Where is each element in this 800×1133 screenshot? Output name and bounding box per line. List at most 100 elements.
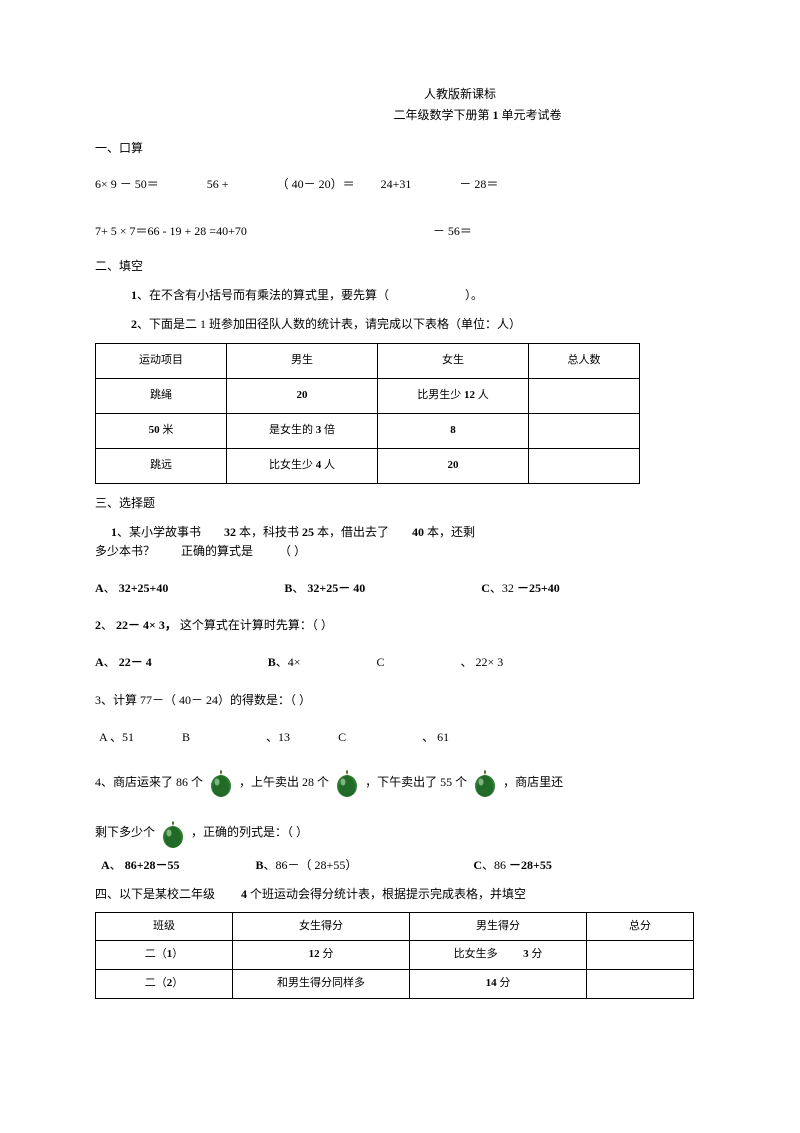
s3q2Bb: 、4×: [276, 655, 301, 669]
t1r1c2: 20: [227, 378, 378, 413]
title-line-2: 二年级数学下册第 1 单元考试卷: [250, 106, 705, 125]
s3-q3-options: A 、51 B 、13 C 、 61: [95, 728, 705, 747]
s3q4Cc: －28+55: [509, 858, 552, 872]
s3q1Cc: －25+40: [517, 581, 560, 595]
s3q3Cc: 61: [437, 730, 449, 744]
s2-q1: 1、在不含有小括号而有乘法的算式里，要先算（ ）。: [131, 286, 705, 305]
watermelon-icon: [334, 769, 360, 797]
s3q4l: ，正确的列式是：（ ）: [191, 825, 308, 839]
s3-q1-line1: 1、某小学故事书 32 本，科技书 25 本，借出去了 40 本，还剩: [111, 523, 705, 542]
s3q2Ba: B: [268, 655, 276, 669]
watermelon-icon: [160, 820, 186, 848]
s3q1Bc: 32+25－ 40: [307, 581, 365, 595]
t1-h3: 女生: [378, 343, 529, 378]
t1r2c1b: 米: [162, 424, 173, 436]
t1r3c2a: 比女生少: [269, 459, 313, 471]
t2r1c1c: ）: [172, 948, 183, 960]
table-2-row-1: 二（1） 12 分 比女生多 3 分: [96, 941, 694, 970]
t2r2c2: 和男生得分同样多: [233, 970, 410, 999]
s3q4Ac: 86+28－55: [125, 858, 180, 872]
calc-row-1: 6× 9 － 50＝ 56 + （ 40－ 20）＝ 24+31 － 28＝: [95, 175, 705, 194]
calc-1e: － 28＝: [459, 177, 498, 191]
s3q2Aa: A: [95, 655, 104, 669]
s3-q2: 2、 22－ 4× 3， 这个算式在计算时先算：（ ）: [95, 616, 705, 635]
s3q1Ab: 、: [104, 581, 116, 595]
s3q4b: 86: [176, 775, 188, 789]
s3q3Ca: C: [338, 730, 346, 744]
s2-q2-t2: 1 班参加田径队人数的统计表，请完成以下表格（单位：人）: [200, 317, 521, 331]
s3q2b: 、: [101, 618, 113, 632]
s3-q4-options: A、 86+28－55 B、86－（ 28+55） C、86 －28+55: [95, 856, 705, 875]
t2r1c3c: 分: [531, 948, 542, 960]
calc-1c: （ 40－ 20）＝: [277, 177, 355, 191]
s2-q1-t: 、在不含有小括号而有乘法的算式里，要先算（: [137, 288, 389, 302]
t1r3c4: [529, 448, 640, 483]
s3q3Bb: 、13: [266, 730, 290, 744]
s3-q4-line2: 剩下多少个 ，正确的列式是：（ ）: [95, 817, 705, 847]
s3q4d: ，上午卖出: [239, 775, 299, 789]
s3q1b: 、某小学故事书: [117, 525, 201, 539]
watermelon-icon: [208, 769, 234, 797]
s2-q2-t1: 、下面是二: [137, 317, 197, 331]
t2r1c2: 12 分: [233, 941, 410, 970]
s3q3Cb: 、: [422, 730, 434, 744]
table-2-header-row: 班级 女生得分 男生得分 总分: [96, 912, 694, 941]
s3q1Ca: C: [481, 581, 490, 595]
table-1-row-3: 跳远 比女生少 4 人 20: [96, 448, 640, 483]
t1r1c3a: 比男生少: [417, 389, 461, 401]
t2r2c1: 二（2）: [96, 970, 233, 999]
calc-2b: － 56＝: [433, 224, 472, 238]
t2r1c3: 比女生多 3 分: [410, 941, 587, 970]
s3-q2-options: A、 22－ 4 B、4× C 、 22× 3: [95, 653, 705, 672]
s3q3a: 3、计算: [95, 693, 137, 707]
s3q4e: 28: [302, 775, 314, 789]
s3q1Bb: 、: [292, 581, 304, 595]
s3q1i: 多少本书？: [95, 544, 155, 558]
table-1: 运动项目 男生 女生 总人数 跳绳 20 比男生少 12 人 50 米 是女生的…: [95, 343, 640, 484]
s3q1Aa: A: [95, 581, 104, 595]
t1r3c1: 跳远: [96, 448, 227, 483]
calc-2a: 7+ 5 × 7＝66 ‑ 19 + 28 =40+70: [95, 224, 247, 238]
calc-1b: 56 +: [207, 177, 229, 191]
t2r2c3: 14 分: [410, 970, 587, 999]
s3q2Ac: 22－ 4: [119, 655, 152, 669]
section-1-head: 一、口算: [95, 139, 705, 158]
table-1-row-1: 跳绳 20 比男生少 12 人: [96, 378, 640, 413]
t2h3: 男生得分: [410, 912, 587, 941]
s3q1Cb: 、32: [490, 581, 514, 595]
s3q4i: 个: [455, 775, 467, 789]
calc-row-2: 7+ 5 × 7＝66 ‑ 19 + 28 =40+70 － 56＝: [95, 222, 705, 241]
s3q4Aa: A: [101, 858, 110, 872]
section-2-head: 二、填空: [95, 257, 705, 276]
s3q2Ab: 、: [104, 655, 116, 669]
s3-q3: 3、计算 77－（ 40－ 24）的得数是：（ ）: [95, 691, 705, 710]
t1r2c2c: 倍: [324, 424, 335, 436]
t1-h1: 运动项目: [96, 343, 227, 378]
s3q3b: 77－（ 40－ 24）的得数是：（ ）: [140, 693, 311, 707]
s3q3Ba: B: [182, 730, 190, 744]
s4hc: 个班运动会得分统计表，根据提示完成表格，并填空: [250, 887, 526, 901]
t2r1c1a: 二（: [145, 948, 167, 960]
s3q4Ba: B: [256, 858, 264, 872]
s3q4k: 剩下多少个: [95, 825, 155, 839]
t1r3c2b: 4: [316, 459, 322, 471]
table-1-row-2: 50 米 是女生的 3 倍 8: [96, 413, 640, 448]
t1-h4: 总人数: [529, 343, 640, 378]
t1r3c3: 20: [378, 448, 529, 483]
s3q3Aa: A: [99, 730, 107, 744]
t1r2c4: [529, 413, 640, 448]
s3q4a: 4、商店运来了: [95, 775, 173, 789]
t2r2c3b: 分: [499, 977, 510, 989]
s3q4h: 55: [440, 775, 452, 789]
t2h2: 女生得分: [233, 912, 410, 941]
t1r3c2c: 人: [324, 459, 335, 471]
t1r2c2a: 是女生的: [269, 424, 313, 436]
s3q4Bb: 、86－（ 28+55）: [264, 858, 358, 872]
t1r2c2b: 3: [316, 424, 322, 436]
t1r1c3: 比男生少 12 人: [378, 378, 529, 413]
s3q4Cb: 、86: [482, 858, 506, 872]
t1r1c4: [529, 378, 640, 413]
t2h1: 班级: [96, 912, 233, 941]
t1-h2: 男生: [227, 343, 378, 378]
t2r1c1: 二（1）: [96, 941, 233, 970]
